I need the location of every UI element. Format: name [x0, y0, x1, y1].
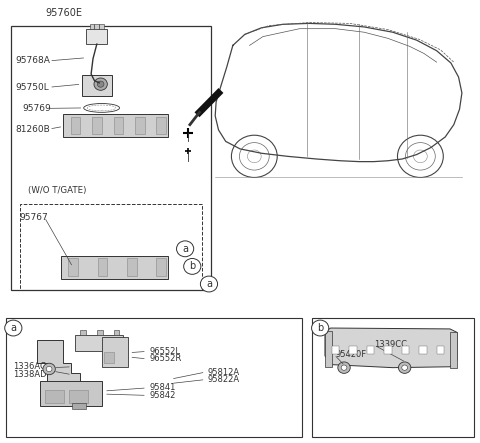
Text: a: a	[206, 279, 212, 289]
Bar	[75, 334, 123, 351]
Bar	[97, 258, 107, 276]
Bar	[92, 117, 102, 134]
Circle shape	[402, 365, 408, 370]
Bar	[135, 117, 144, 134]
Bar	[102, 337, 128, 367]
Text: 1339CC: 1339CC	[374, 340, 408, 349]
Polygon shape	[325, 328, 457, 368]
Text: 95750L: 95750L	[16, 83, 49, 92]
Text: 1336AC: 1336AC	[13, 362, 46, 371]
Text: 95760E: 95760E	[45, 8, 82, 18]
Circle shape	[177, 241, 194, 256]
Text: 95842: 95842	[149, 391, 176, 400]
Bar	[80, 330, 86, 334]
Text: b: b	[317, 323, 324, 333]
Circle shape	[94, 78, 108, 90]
Circle shape	[341, 365, 347, 370]
Bar	[61, 256, 168, 279]
Circle shape	[398, 362, 411, 373]
Circle shape	[43, 363, 55, 375]
Bar	[450, 331, 457, 368]
Circle shape	[5, 320, 22, 336]
Bar	[312, 319, 474, 437]
Text: 95420F: 95420F	[336, 350, 367, 359]
Bar	[90, 24, 95, 29]
Text: 95768A: 95768A	[16, 56, 50, 65]
Text: 95769: 95769	[23, 104, 52, 113]
Bar	[156, 258, 166, 276]
Bar	[437, 346, 444, 354]
Text: 95767: 95767	[20, 213, 48, 222]
Bar	[63, 114, 168, 137]
Text: 95841: 95841	[149, 383, 176, 392]
Circle shape	[97, 81, 104, 87]
Bar	[99, 24, 104, 29]
Text: 96552L: 96552L	[149, 347, 180, 356]
Bar	[114, 330, 119, 334]
Bar	[68, 258, 78, 276]
Bar	[97, 330, 103, 334]
Bar	[127, 258, 137, 276]
Text: a: a	[10, 323, 16, 333]
Circle shape	[200, 276, 217, 292]
Bar	[325, 330, 332, 367]
Bar	[69, 390, 88, 403]
Bar	[419, 346, 427, 354]
Circle shape	[46, 366, 52, 372]
Circle shape	[312, 320, 329, 336]
Bar	[82, 75, 112, 97]
Bar	[39, 381, 102, 406]
Bar	[45, 390, 64, 403]
Text: 96552R: 96552R	[149, 354, 181, 363]
Text: b: b	[189, 261, 195, 272]
Bar	[367, 346, 374, 354]
Bar	[72, 403, 86, 409]
Circle shape	[338, 362, 350, 373]
Bar	[349, 346, 357, 354]
Text: 81260B: 81260B	[16, 124, 50, 133]
Bar	[86, 29, 108, 44]
Bar	[104, 352, 114, 363]
Polygon shape	[37, 340, 90, 392]
Text: 95822A: 95822A	[207, 375, 240, 384]
Bar	[114, 117, 123, 134]
Bar	[95, 24, 99, 29]
Bar	[384, 346, 392, 354]
Bar	[6, 319, 302, 437]
Bar	[21, 204, 202, 290]
Bar	[402, 346, 409, 354]
Bar	[332, 346, 339, 354]
Bar	[156, 117, 166, 134]
Text: 95812A: 95812A	[207, 368, 240, 377]
Bar	[71, 117, 80, 134]
Bar	[11, 26, 211, 290]
Text: (W/O T/GATE): (W/O T/GATE)	[28, 186, 86, 195]
Text: 1338AD: 1338AD	[13, 370, 47, 379]
Text: a: a	[182, 244, 188, 254]
Circle shape	[184, 258, 201, 274]
